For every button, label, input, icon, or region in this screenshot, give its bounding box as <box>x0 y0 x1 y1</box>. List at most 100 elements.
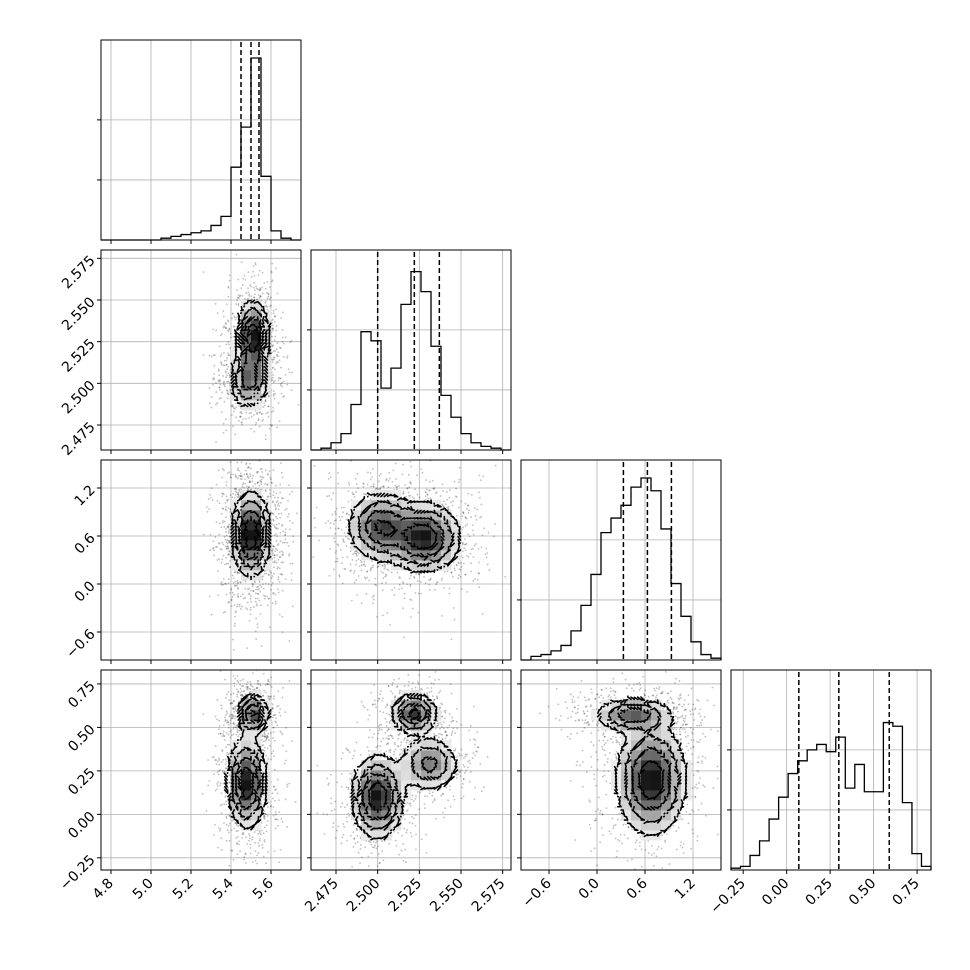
scatter-point <box>409 616 412 619</box>
density-cell <box>251 570 262 581</box>
scatter-point <box>272 726 275 729</box>
scatter-point <box>235 416 237 419</box>
scatter-point <box>257 481 259 484</box>
scatter-point <box>344 568 347 570</box>
scatter-point <box>373 594 375 597</box>
density-cell <box>431 510 442 521</box>
scatter-point <box>417 572 420 575</box>
scatter-point <box>220 812 223 815</box>
density-cell <box>451 520 462 531</box>
scatter-point <box>447 505 450 508</box>
scatter-point <box>231 405 234 408</box>
scatter-point <box>428 589 431 592</box>
scatter-point <box>227 329 229 332</box>
scatter-point <box>287 544 290 547</box>
scatter-point <box>297 525 299 527</box>
scatter-point <box>256 451 258 453</box>
scatter-point <box>482 475 485 478</box>
scatter-point <box>424 495 427 498</box>
scatter-point <box>408 486 411 489</box>
scatter-point <box>218 397 221 400</box>
scatter-point <box>228 328 231 331</box>
scatter-point <box>239 491 242 494</box>
scatter-point <box>341 528 343 531</box>
density-cell <box>401 560 412 571</box>
scatter-point <box>222 431 225 434</box>
scatter-point <box>464 543 467 546</box>
scatter-point <box>291 371 293 374</box>
scatter-point <box>283 762 286 765</box>
density-cell <box>381 550 392 561</box>
scatter-point <box>256 626 259 629</box>
scatter-point <box>244 297 246 300</box>
scatter-point <box>284 528 287 531</box>
scatter-point <box>288 553 291 556</box>
scatter-point <box>228 471 231 474</box>
scatter-point <box>258 294 260 296</box>
density-cell <box>241 560 252 571</box>
scatter-point <box>281 573 283 576</box>
scatter-point <box>264 735 266 738</box>
scatter-point <box>249 847 252 849</box>
scatter-point <box>271 262 274 265</box>
scatter-point <box>454 457 456 459</box>
scatter-point <box>464 516 467 519</box>
scatter-point <box>389 623 392 626</box>
scatter-point <box>221 468 224 470</box>
scatter-point <box>480 503 483 506</box>
density-cell <box>241 550 252 561</box>
scatter-point <box>284 538 287 541</box>
scatter-point <box>459 569 462 571</box>
scatter-point <box>259 479 261 482</box>
scatter-point <box>225 697 227 699</box>
scatter-point <box>277 351 280 354</box>
scatter-point <box>272 381 275 384</box>
scatter-point <box>201 792 204 795</box>
scatter-point <box>240 287 243 290</box>
scatter-point <box>250 467 252 470</box>
scatter-point <box>275 445 277 447</box>
contour-level-1 <box>230 490 272 581</box>
scatter-point <box>228 530 230 532</box>
scatter-point <box>248 412 251 415</box>
scatter-point <box>342 506 345 509</box>
scatter-point <box>455 514 458 517</box>
scatter-point <box>275 561 278 564</box>
scatter-point <box>467 492 470 495</box>
scatter-point <box>256 411 258 414</box>
scatter-point <box>227 285 230 288</box>
scatter-point <box>263 570 266 572</box>
scatter-point <box>292 535 294 538</box>
scatter-point <box>270 371 273 374</box>
scatter-point <box>239 581 242 584</box>
scatter-point <box>218 558 221 561</box>
scatter-point <box>267 758 270 760</box>
scatter-point <box>272 524 275 527</box>
scatter-point <box>243 473 246 476</box>
scatter-point <box>213 554 216 557</box>
density-cell <box>371 530 382 541</box>
scatter-point <box>235 610 238 613</box>
scatter-point <box>261 843 264 846</box>
scatter-point <box>245 485 248 488</box>
scatter-point <box>415 573 418 575</box>
scatter-point <box>272 548 274 551</box>
scatter-point <box>263 282 266 285</box>
scatter-point <box>228 381 231 384</box>
scatter-point <box>272 500 274 503</box>
scatter-point <box>268 427 271 430</box>
scatter-point <box>450 571 453 574</box>
scatter-point <box>249 595 252 598</box>
scatter-point <box>284 373 287 376</box>
scatter-point <box>345 545 348 547</box>
scatter-point <box>229 508 232 511</box>
density-cell <box>241 510 252 521</box>
scatter-point <box>256 288 259 291</box>
scatter-point <box>292 540 295 543</box>
density-cell <box>361 540 372 551</box>
scatter-point <box>271 344 273 346</box>
scatter-point <box>481 613 484 615</box>
scatter-point <box>214 536 217 538</box>
scatter-point <box>227 380 230 383</box>
scatter-point <box>340 506 343 509</box>
